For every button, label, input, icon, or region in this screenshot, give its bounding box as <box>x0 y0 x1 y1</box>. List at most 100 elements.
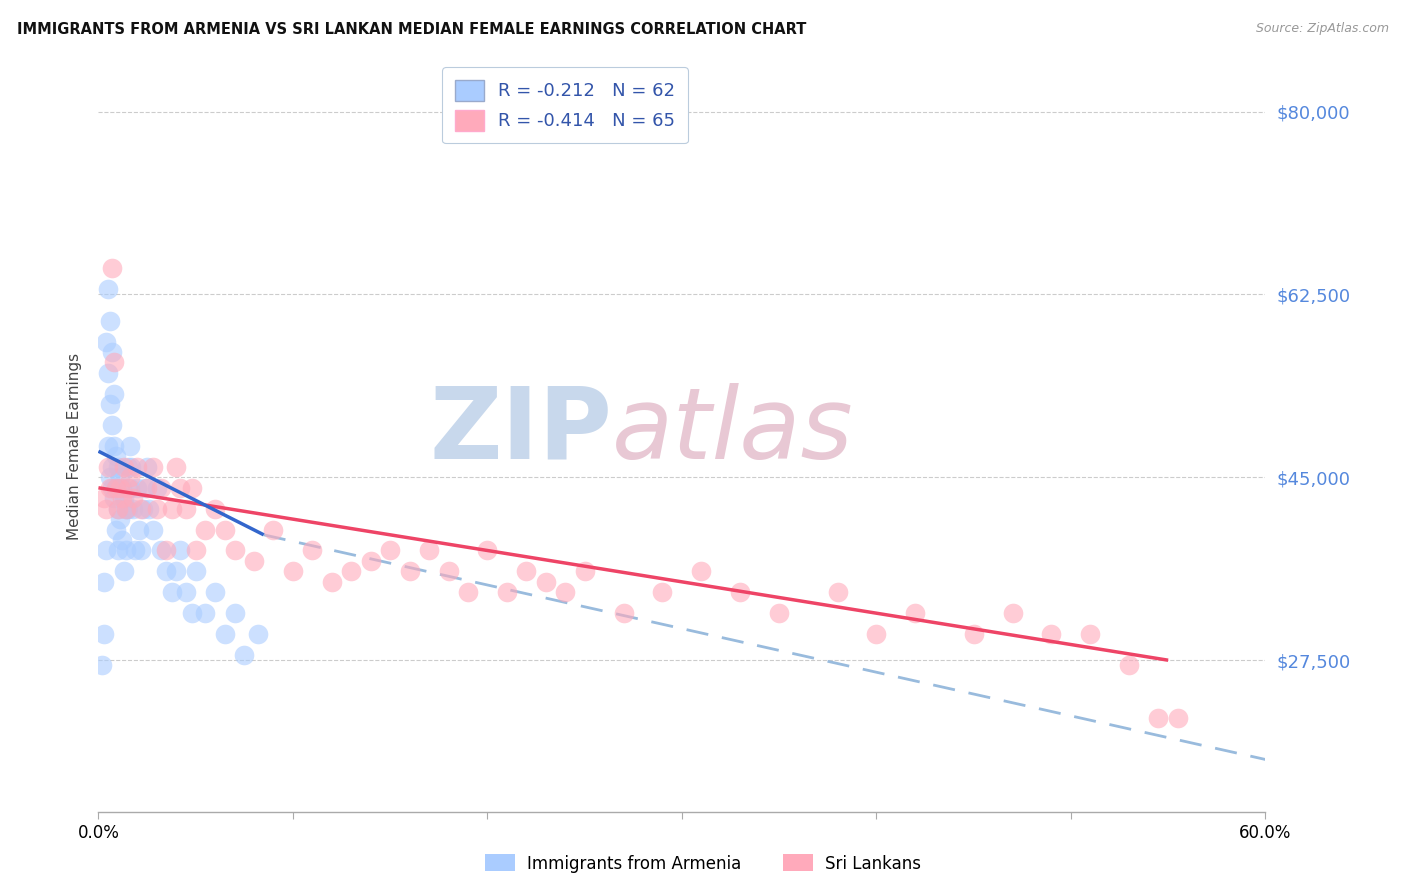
Point <box>97 366 120 380</box>
Point <box>768 606 790 620</box>
Point <box>651 585 673 599</box>
Point <box>398 565 420 579</box>
Point <box>730 585 752 599</box>
Point <box>194 606 217 620</box>
Point <box>174 501 197 516</box>
Point <box>1040 627 1063 641</box>
Point <box>103 491 125 506</box>
Point <box>136 481 159 495</box>
Point <box>96 543 118 558</box>
Point <box>180 481 202 495</box>
Point <box>184 565 207 579</box>
Point <box>118 481 141 495</box>
Point <box>124 543 146 558</box>
Point <box>418 543 440 558</box>
Legend: Immigrants from Armenia, Sri Lankans: Immigrants from Armenia, Sri Lankans <box>478 847 928 880</box>
Point <box>1118 658 1140 673</box>
Point <box>180 606 202 620</box>
Point <box>101 261 124 276</box>
Point <box>146 501 169 516</box>
Point <box>98 481 121 495</box>
Point <box>457 585 479 599</box>
Point <box>98 397 121 411</box>
Point <box>865 627 887 641</box>
Point <box>93 574 115 589</box>
Point <box>117 481 139 495</box>
Point <box>97 459 120 474</box>
Point <box>117 501 139 516</box>
Point <box>149 481 172 495</box>
Point <box>118 470 141 484</box>
Point <box>101 418 124 433</box>
Point <box>108 481 131 495</box>
Point <box>515 565 537 579</box>
Point <box>96 334 118 349</box>
Point <box>281 565 304 579</box>
Text: atlas: atlas <box>612 383 853 480</box>
Point <box>114 501 136 516</box>
Point <box>262 523 284 537</box>
Point <box>214 523 236 537</box>
Point <box>142 523 165 537</box>
Text: Source: ZipAtlas.com: Source: ZipAtlas.com <box>1256 22 1389 36</box>
Point <box>169 543 191 558</box>
Point <box>122 501 145 516</box>
Point <box>122 491 145 506</box>
Point <box>112 459 135 474</box>
Point <box>114 501 136 516</box>
Point <box>112 491 135 506</box>
Point <box>97 282 120 296</box>
Point <box>91 658 114 673</box>
Point <box>108 470 131 484</box>
Point <box>97 439 120 453</box>
Point <box>496 585 519 599</box>
Point <box>93 491 115 506</box>
Point <box>1167 711 1189 725</box>
Point <box>246 627 269 641</box>
Y-axis label: Median Female Earnings: Median Female Earnings <box>67 352 83 540</box>
Point <box>104 481 127 495</box>
Point <box>554 585 576 599</box>
Point <box>224 543 246 558</box>
Point <box>1147 711 1170 725</box>
Point <box>107 501 129 516</box>
Point <box>224 606 246 620</box>
Point <box>360 554 382 568</box>
Point <box>129 501 152 516</box>
Point <box>138 501 160 516</box>
Point <box>103 386 125 401</box>
Point <box>962 627 984 641</box>
Point <box>574 565 596 579</box>
Point <box>132 501 155 516</box>
Point <box>118 439 141 453</box>
Point <box>204 585 226 599</box>
Point <box>165 565 187 579</box>
Point <box>93 627 115 641</box>
Point <box>321 574 343 589</box>
Legend: R = -0.212   N = 62, R = -0.414   N = 65: R = -0.212 N = 62, R = -0.414 N = 65 <box>443 68 688 144</box>
Point <box>101 459 124 474</box>
Point <box>134 481 156 495</box>
Point <box>136 459 159 474</box>
Point <box>107 543 129 558</box>
Point <box>111 491 134 506</box>
Point <box>613 606 636 620</box>
Point <box>146 481 169 495</box>
Point <box>233 648 256 662</box>
Point <box>301 543 323 558</box>
Point <box>112 565 135 579</box>
Point <box>98 470 121 484</box>
Point <box>121 459 143 474</box>
Point <box>214 627 236 641</box>
Text: ZIP: ZIP <box>429 383 612 480</box>
Point <box>827 585 849 599</box>
Point <box>155 543 177 558</box>
Point <box>107 459 129 474</box>
Point <box>194 523 217 537</box>
Point <box>149 543 172 558</box>
Point <box>904 606 927 620</box>
Point <box>127 481 149 495</box>
Point <box>162 501 184 516</box>
Point <box>101 345 124 359</box>
Point <box>162 585 184 599</box>
